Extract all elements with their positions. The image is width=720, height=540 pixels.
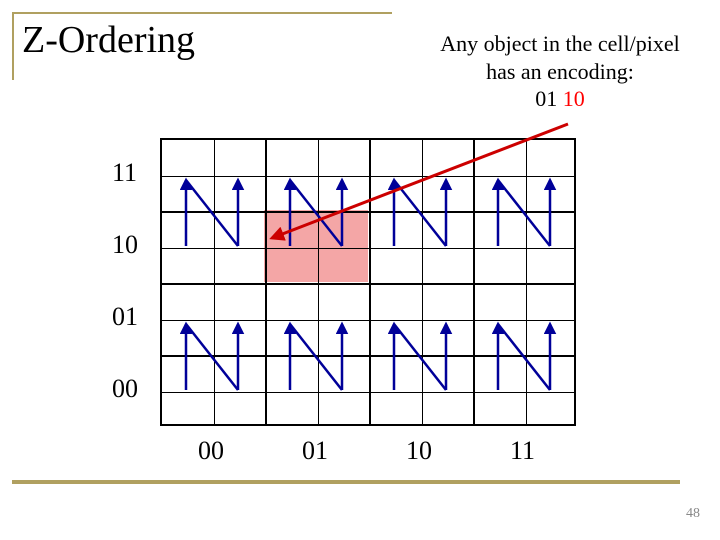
y-axis-label: 10 [112,230,138,260]
encoding-prefix: 01 [535,86,563,111]
subtitle-line2: has an encoding: [486,59,634,84]
x-axis-label: 00 [198,436,224,466]
subtitle-line1: Any object in the cell/pixel [440,31,680,56]
x-axis-label: 01 [302,436,328,466]
page-number: 48 [686,506,700,522]
y-axis-label: 00 [112,374,138,404]
x-axis-label: 10 [406,436,432,466]
slide-title: Z-Ordering [22,18,195,62]
encoding-suffix: 10 [563,86,585,111]
slide-subtitle: Any object in the cell/pixel has an enco… [410,30,710,113]
x-axis-label: 11 [510,436,535,466]
z-order-grid [160,138,576,426]
y-axis-label: 11 [112,158,137,188]
grid-outline [160,138,576,426]
y-axis-label: 01 [112,302,138,332]
bottom-accent-underline [12,480,680,484]
